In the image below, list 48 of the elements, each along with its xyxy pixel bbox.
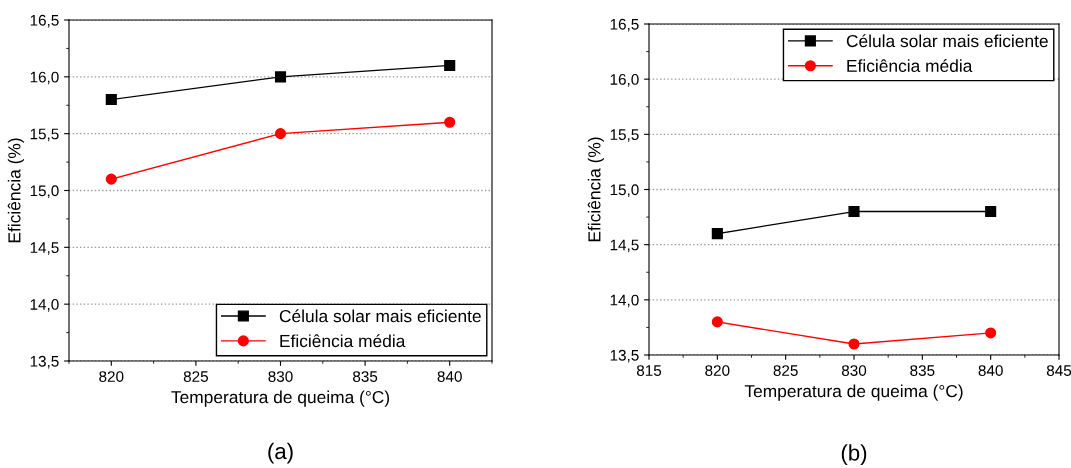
y-tick-label: 15,5: [610, 129, 639, 142]
x-tick-label: 825: [773, 365, 798, 376]
legend-label: Célula solar mais eficiente: [846, 34, 1048, 48]
x-tick-label: 830: [268, 371, 293, 382]
y-tick-label: 15,0: [30, 185, 59, 198]
y-tick-label: 14,5: [610, 239, 639, 253]
y-tick-label: 14,5: [30, 242, 59, 255]
point: [105, 94, 117, 106]
point: [848, 206, 860, 218]
x-tick-label: 815: [636, 365, 662, 376]
y-tick-label: 16,5: [610, 18, 639, 32]
y-tick-label: 16,5: [30, 14, 59, 28]
x-tick-label: 835: [353, 371, 378, 382]
point: [274, 71, 287, 83]
legend-label: Célula solar mais eficiente: [279, 309, 481, 323]
y-tick-label: 16,0: [610, 74, 639, 87]
point: [105, 173, 117, 185]
legend-label: Eficiência média: [280, 334, 406, 348]
x-tick-label: 820: [705, 365, 730, 376]
point: [711, 228, 723, 240]
point: [444, 116, 456, 128]
y-tick-label: 15,0: [610, 184, 639, 197]
x-axis-title: Temperatura de queima (°C): [744, 384, 963, 401]
y-tick-label: 16,0: [30, 71, 59, 85]
y-axis-title: Eficiência (%): [7, 138, 24, 243]
point: [274, 128, 287, 140]
x-tick-label: 830: [841, 365, 867, 376]
y-axis-title: Eficiência (%): [587, 137, 604, 242]
x-tick-label: 845: [1046, 365, 1071, 376]
text: (b): [841, 444, 867, 466]
y-tick-label: 13,5: [30, 355, 59, 369]
y-tick-label: 15,5: [30, 128, 59, 142]
point: [985, 327, 997, 339]
point: [985, 206, 997, 218]
x-tick-label: 835: [910, 365, 935, 376]
point: [711, 316, 723, 328]
legend-label: Eficiência média: [847, 59, 973, 73]
y-tick-label: 13,5: [610, 349, 639, 363]
x-axis-title: Temperatura de queima (°C): [171, 390, 390, 407]
x-tick-label: 820: [99, 371, 124, 382]
y-tick-label: 14,0: [30, 299, 59, 312]
text: (a): [268, 442, 293, 464]
point: [444, 59, 456, 72]
point: [848, 338, 860, 350]
y-tick-label: 14,0: [610, 294, 639, 308]
x-tick-label: 840: [437, 371, 462, 382]
x-tick-label: 840: [978, 365, 1003, 376]
x-tick-label: 825: [183, 371, 209, 382]
